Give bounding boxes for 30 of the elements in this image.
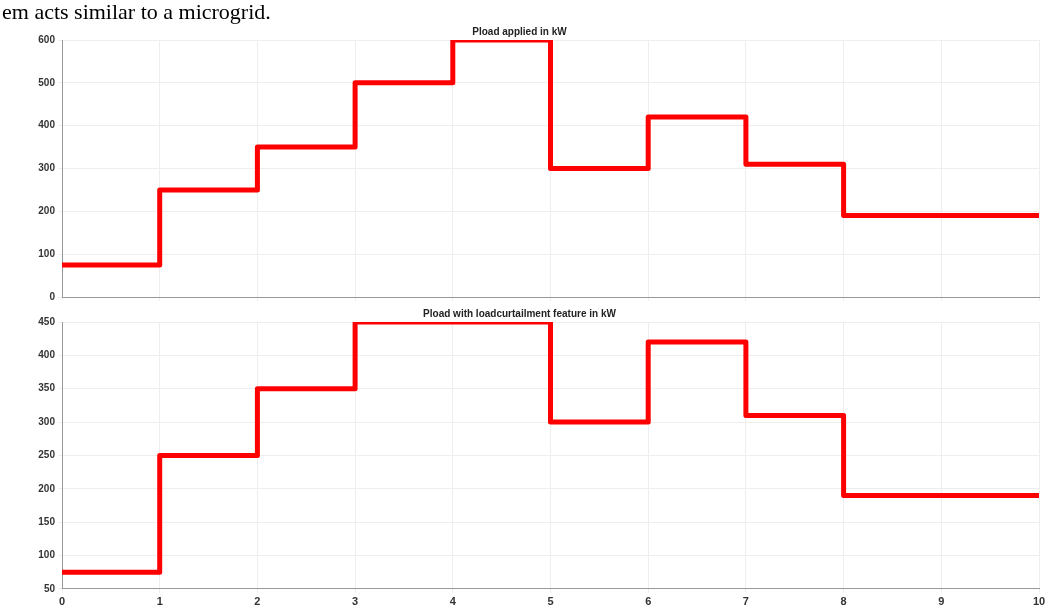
y-tick-label: 400: [38, 349, 56, 361]
y-tick-label: 500: [38, 76, 56, 88]
y-tick-label: 50: [43, 582, 56, 594]
x-tick-label: 6: [645, 595, 652, 608]
y-tick-label: 100: [38, 247, 56, 259]
x-tick-label: 2: [254, 595, 261, 608]
x-tick-label: 4: [449, 595, 457, 608]
y-tick-label: 100: [38, 549, 56, 561]
x-tick-label: 10: [1032, 595, 1046, 608]
y-tick-label: 200: [38, 482, 56, 494]
chart-title: Pload with loadcurtailment feature in kW: [423, 307, 617, 319]
x-tick-label: 8: [840, 595, 847, 608]
y-tick-label: 0: [49, 290, 56, 302]
y-tick-label: 150: [38, 515, 56, 527]
x-tick-label: 9: [938, 595, 945, 608]
x-tick-label: 0: [58, 595, 66, 608]
x-tick-label: 7: [742, 595, 749, 608]
y-tick-label: 300: [38, 162, 56, 174]
x-tick-label: 5: [547, 595, 554, 608]
y-tick-label: 600: [38, 33, 56, 45]
x-tick-label: 1: [156, 595, 163, 608]
x-tick-label: 3: [352, 595, 359, 608]
text: em acts similar to a microgrid.: [1, 0, 272, 24]
y-tick-label: 400: [38, 119, 56, 131]
y-tick-label: 450: [38, 315, 56, 327]
y-tick-label: 300: [38, 415, 56, 427]
y-tick-label: 200: [38, 205, 56, 217]
y-tick-label: 250: [38, 449, 56, 461]
y-tick-label: 350: [38, 382, 56, 394]
chart-title: Pload applied in kW: [472, 25, 568, 37]
